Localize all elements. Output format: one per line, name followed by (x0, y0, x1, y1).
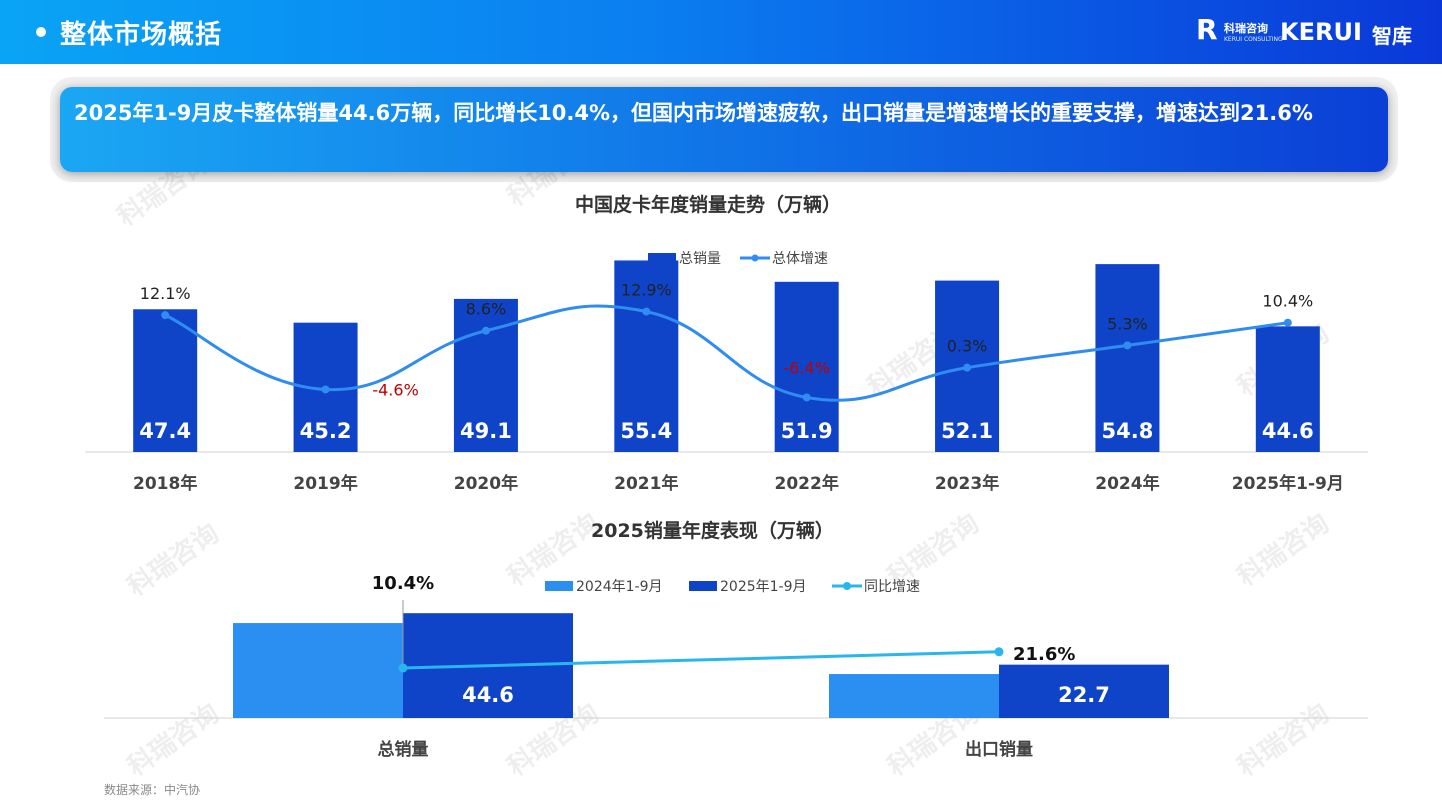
header-bar: 整体市场概括 R 科瑞咨询 KERUI CONSULTING KERUI 智库 (0, 0, 1442, 64)
bar-value-label: 47.4 (139, 419, 191, 443)
logo-cn: 科瑞咨询 (1224, 22, 1268, 35)
summary-text: 2025年1-9月皮卡整体销量44.6万辆，同比增长10.4%，但国内市场增速疲… (74, 101, 1313, 125)
bar-value-label: 51.9 (781, 419, 833, 443)
legend-line-marker (751, 254, 759, 262)
chart1-legend: 总销量 总体增速 (648, 251, 828, 267)
x-tick-label: 2019年 (293, 473, 357, 494)
bullet-dot (36, 27, 46, 37)
growth-point (1123, 341, 1132, 350)
bar-2022年 (774, 281, 839, 452)
x-tick-label: 2022年 (775, 473, 839, 494)
growth-label: 8.6% (466, 300, 507, 319)
x-tick-label: 总销量 (378, 739, 429, 760)
page-title: 整体市场概括 (60, 20, 223, 50)
legend-growth-label: 同比增速 (864, 579, 920, 595)
legend-bar-swatch (648, 253, 676, 263)
yoy-growth-label: 10.4% (372, 573, 434, 594)
logo-r-icon: R (1196, 13, 1218, 46)
chart2-legend: 2024年1-9月 2025年1-9月 同比增速 (545, 579, 920, 595)
bar-2024年 (1095, 264, 1160, 452)
bar-2025-value-label: 22.7 (1058, 683, 1110, 707)
logo-brand: KERUI (1280, 18, 1362, 46)
x-tick-label: 2021年 (614, 473, 678, 494)
bar-2021年 (614, 260, 679, 452)
growth-label: 12.1% (140, 284, 191, 303)
growth-label: -6.4% (783, 358, 829, 377)
growth-point (321, 385, 330, 394)
growth-point (802, 393, 811, 402)
growth-line (164, 304, 1289, 402)
data-source: 数据来源：中汽协 (104, 783, 201, 797)
x-tick-label: 出口销量 (965, 739, 1033, 760)
x-tick-label: 2023年 (935, 473, 999, 494)
logo-suffix: 智库 (1372, 24, 1412, 48)
bar-value-label: 55.4 (620, 419, 672, 443)
legend-2025-label: 2025年1-9月 (720, 579, 807, 595)
summary-banner: 2025年1-9月皮卡整体销量44.6万辆，同比增长10.4%，但国内市场增速疲… (60, 87, 1388, 172)
bar-2025年1-9月 (1255, 326, 1320, 452)
x-tick-label: 2024年 (1095, 473, 1159, 494)
growth-label: -4.6% (372, 380, 418, 399)
growth-label: 0.3% (947, 337, 988, 356)
growth-label: 10.4% (1262, 292, 1313, 311)
legend-growth-marker (843, 582, 851, 590)
yoy-growth-line (402, 650, 1000, 670)
growth-point (963, 363, 972, 372)
growth-point (161, 311, 170, 320)
x-tick-label: 2018年 (133, 473, 197, 494)
yoy-growth-label: 21.6% (1013, 644, 1075, 665)
growth-point (481, 326, 490, 335)
bar-value-label: 54.8 (1102, 419, 1154, 443)
growth-label: 5.3% (1107, 314, 1148, 333)
bar-2024-出口销量 (829, 674, 999, 718)
x-tick-label: 2025年1-9月 (1232, 473, 1344, 494)
chart1-title: 中国皮卡年度销量走势（万辆） (575, 194, 842, 216)
yoy-growth-point (398, 663, 408, 673)
bar-value-label: 52.1 (941, 419, 993, 443)
x-tick-label: 2020年 (454, 473, 518, 494)
legend-bar-label: 总销量 (679, 251, 721, 267)
legend-2024-label: 2024年1-9月 (576, 579, 663, 595)
logo-en: KERUI CONSULTING (1224, 36, 1283, 43)
growth-point (642, 307, 651, 316)
legend-line-label: 总体增速 (772, 251, 828, 267)
bar-2018年 (133, 309, 198, 452)
chart2-title: 2025销量年度表现（万辆） (591, 520, 834, 542)
growth-label: 12.9% (621, 281, 672, 300)
legend-2024-swatch (545, 581, 573, 591)
legend-2025-swatch (689, 581, 717, 591)
yoy-growth-point (994, 647, 1004, 657)
bar-2025-出口销量 (999, 664, 1169, 718)
growth-point (1283, 318, 1292, 327)
bar-2025-value-label: 44.6 (462, 683, 514, 707)
bar-value-label: 49.1 (460, 419, 512, 443)
bar-value-label: 44.6 (1262, 419, 1314, 443)
bar-value-label: 45.2 (300, 419, 352, 443)
bar-2024-总销量 (233, 623, 403, 718)
